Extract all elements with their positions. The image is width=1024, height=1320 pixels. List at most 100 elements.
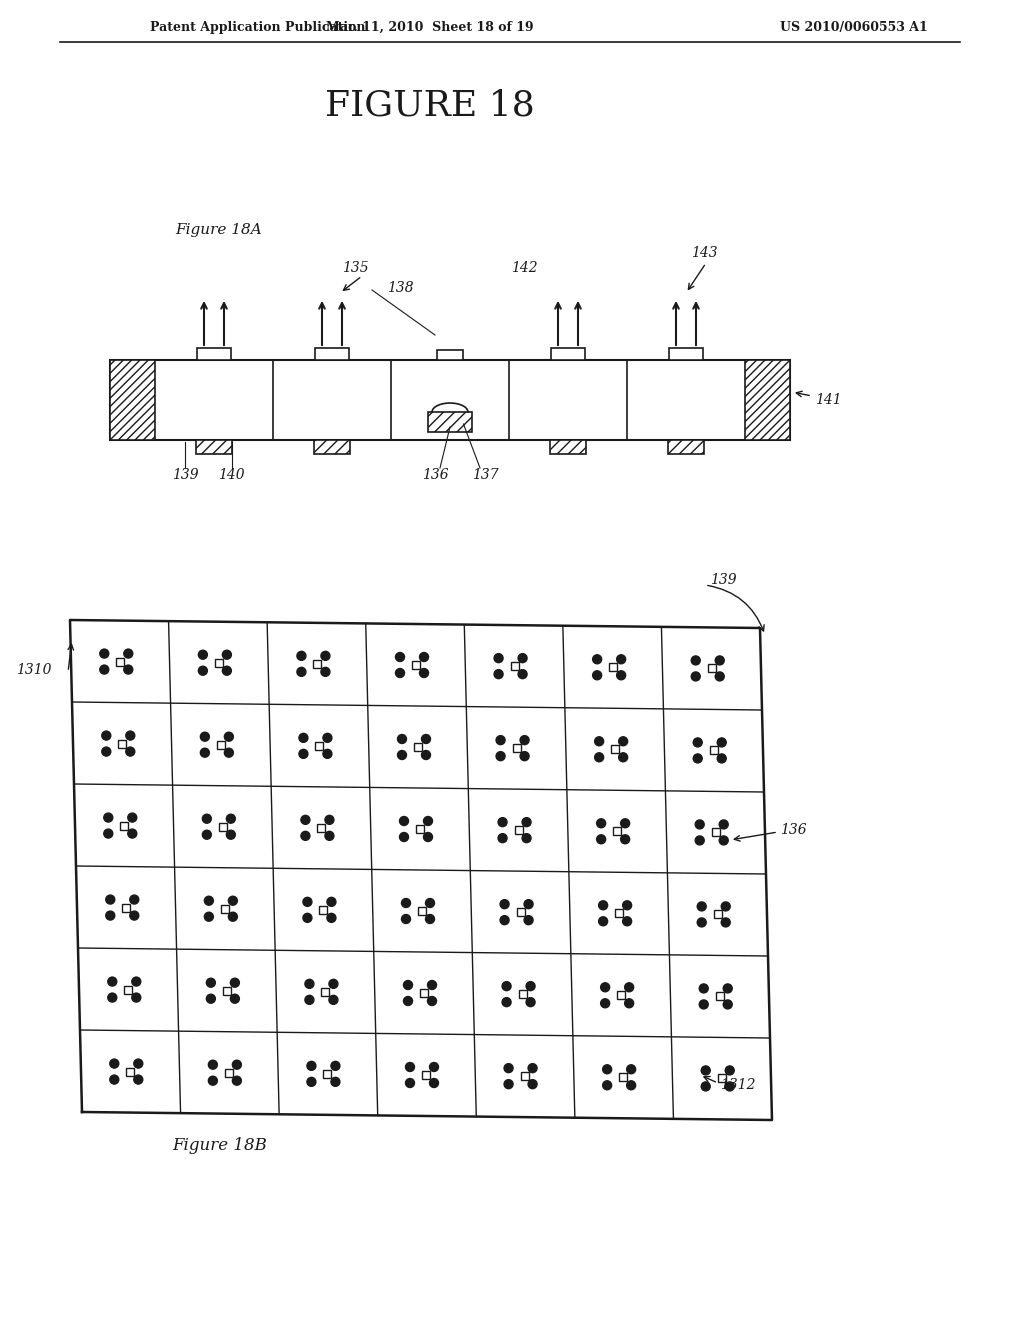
Circle shape [205,896,213,906]
Circle shape [420,668,428,677]
Circle shape [403,981,413,990]
Bar [221,904,228,912]
Circle shape [303,913,312,923]
Circle shape [520,735,529,744]
Bar [520,1072,528,1080]
Circle shape [303,898,312,907]
Circle shape [593,671,602,680]
Bar [418,907,426,915]
Circle shape [496,751,505,760]
Circle shape [226,814,236,824]
Circle shape [207,978,215,987]
Text: Patent Application Publication: Patent Application Publication [150,21,366,33]
Circle shape [124,649,133,659]
Circle shape [128,829,137,838]
Bar [322,987,330,995]
Circle shape [526,982,536,990]
Circle shape [399,817,409,825]
Circle shape [429,1063,438,1072]
Circle shape [699,983,709,993]
Circle shape [719,836,728,845]
Circle shape [601,999,609,1007]
Circle shape [297,651,306,660]
Bar [716,993,724,1001]
Bar [710,746,718,755]
Circle shape [230,994,240,1003]
Circle shape [496,735,505,744]
Text: 137: 137 [472,469,499,482]
Bar [609,663,617,672]
Bar [515,826,522,834]
Circle shape [305,995,314,1005]
Circle shape [108,977,117,986]
Circle shape [327,913,336,923]
Bar [198,348,230,360]
Text: 139: 139 [710,573,736,587]
Bar [611,746,620,754]
Bar [518,990,526,998]
Circle shape [226,830,236,840]
Circle shape [721,902,730,911]
Circle shape [427,997,436,1006]
Circle shape [126,731,135,741]
Circle shape [616,655,626,664]
Bar [122,904,130,912]
Bar [708,664,716,672]
Circle shape [420,652,428,661]
Text: Mar. 11, 2010  Sheet 18 of 19: Mar. 11, 2010 Sheet 18 of 19 [327,21,534,33]
Circle shape [599,900,607,909]
Text: 135: 135 [342,261,369,275]
Circle shape [208,1076,217,1085]
Circle shape [426,915,434,924]
Bar [420,989,428,997]
Circle shape [132,993,140,1002]
Bar [317,824,326,832]
Bar [414,743,422,751]
Circle shape [397,734,407,743]
Bar [511,663,518,671]
Circle shape [618,737,628,746]
Circle shape [601,983,609,991]
Text: FIGURE 18: FIGURE 18 [326,88,535,121]
Circle shape [325,816,334,825]
Bar [428,412,472,432]
Text: US 2010/0060553 A1: US 2010/0060553 A1 [780,21,928,33]
Bar [669,440,703,454]
Circle shape [522,834,531,842]
Circle shape [715,672,724,681]
Bar [436,350,464,360]
Circle shape [132,977,140,986]
Circle shape [429,1078,438,1088]
Bar [670,348,702,360]
Circle shape [110,1059,119,1068]
Circle shape [103,813,113,822]
Circle shape [717,754,726,763]
Circle shape [528,1064,537,1073]
Text: Figure 18A: Figure 18A [175,223,262,238]
Circle shape [201,748,209,758]
Bar [617,991,625,999]
Circle shape [101,747,111,756]
Circle shape [593,655,602,664]
Text: 141: 141 [815,393,842,407]
Circle shape [695,820,705,829]
Bar [219,822,227,830]
Circle shape [134,1059,142,1068]
Circle shape [625,983,634,991]
Circle shape [99,649,109,659]
Circle shape [494,653,503,663]
Circle shape [424,817,432,825]
Bar [712,829,720,837]
Circle shape [723,983,732,993]
Bar [120,821,128,829]
Bar [225,1069,232,1077]
Circle shape [599,917,607,925]
Circle shape [518,669,527,678]
Bar [315,348,348,360]
Circle shape [627,1065,636,1073]
Circle shape [224,748,233,758]
Circle shape [230,978,240,987]
Bar [197,440,231,454]
Bar [324,1069,332,1078]
Bar [745,360,790,440]
